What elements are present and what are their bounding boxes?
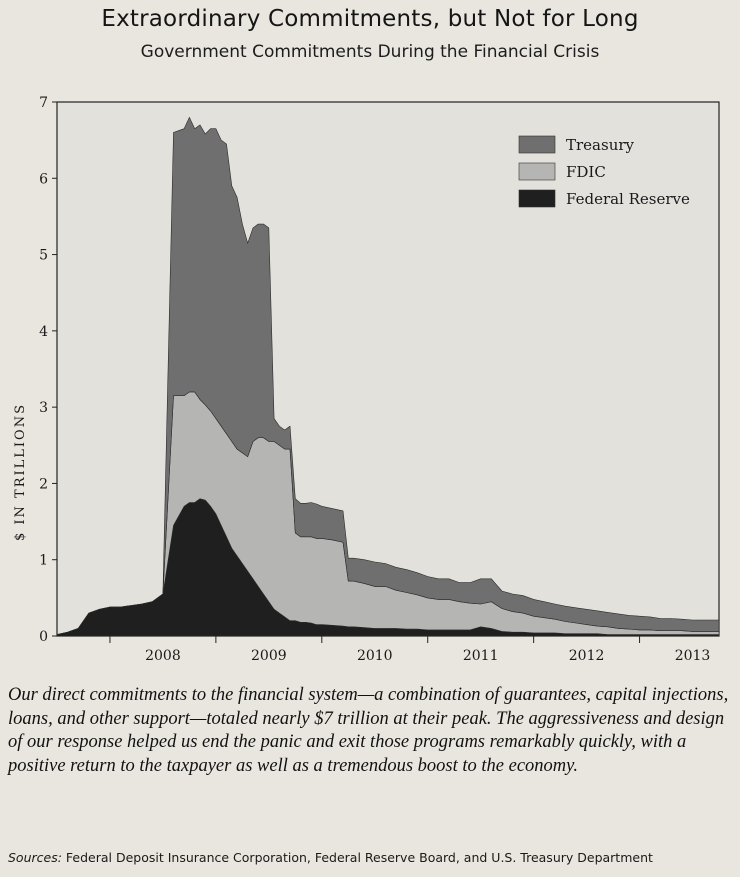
x-tick-label: 2011 xyxy=(463,648,499,664)
sources-label: Sources: xyxy=(8,850,62,865)
axes-group: 0 1 2 3 4 5 6 7 2008 2009 2010 2011 2012 2013 xyxy=(39,95,710,664)
sources-text: Federal Deposit Insurance Corporation, F… xyxy=(65,850,653,865)
x-tick-label: 2013 xyxy=(675,648,711,664)
plot-area xyxy=(56,101,720,637)
y-tick-label: 3 xyxy=(39,400,48,416)
legend-label: FDIC xyxy=(566,163,606,181)
figure-sources: Sources: Federal Deposit Insurance Corpo… xyxy=(8,850,740,865)
y-tick-label: 0 xyxy=(39,629,48,645)
legend-swatch-fdic xyxy=(518,162,556,181)
figure-caption: Our direct commitments to the financial … xyxy=(8,685,729,776)
y-tick-label: 4 xyxy=(39,324,48,340)
x-tick-label: 2008 xyxy=(145,648,181,664)
legend-label: Federal Reserve xyxy=(566,190,690,208)
x-tick-label: 2009 xyxy=(251,648,287,664)
stacked-area-chart: 0 1 2 3 4 5 6 7 2008 2009 2010 2011 2012 2013 $ IN TR… xyxy=(13,95,720,664)
legend-label: Treasury xyxy=(566,136,635,154)
y-tick-label: 6 xyxy=(39,171,48,187)
area-series-group xyxy=(56,116,720,637)
legend-swatch-treasury xyxy=(518,135,556,154)
legend: Treasury FDIC Federal Reserve xyxy=(518,135,690,208)
area-treasury xyxy=(56,116,720,635)
figure-subtitle: Government Commitments During the Financ… xyxy=(140,42,600,62)
legend-swatch-federal-reserve xyxy=(518,189,556,208)
y-axis-label: $ IN TRILLIONS xyxy=(13,403,28,541)
x-tick-label: 2010 xyxy=(357,648,393,664)
y-tick-label: 5 xyxy=(39,248,48,264)
figure-title: Extraordinary Commitments, but Not for L… xyxy=(101,6,639,32)
x-tick-label: 2012 xyxy=(569,648,605,664)
y-tick-label: 2 xyxy=(39,476,48,492)
y-tick-label: 7 xyxy=(39,95,48,111)
y-tick-label: 1 xyxy=(39,553,48,569)
